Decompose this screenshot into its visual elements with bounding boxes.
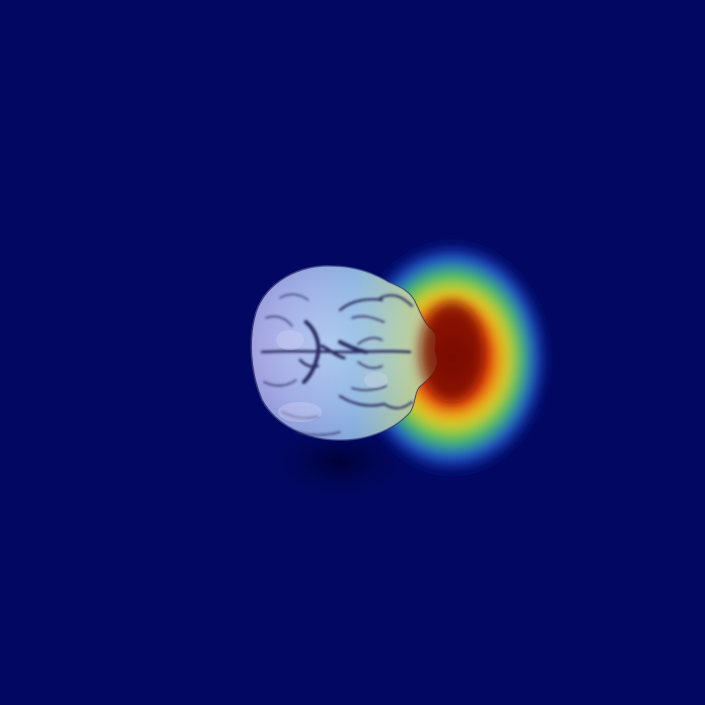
shadow-region — [260, 420, 420, 504]
heatmap-core — [420, 302, 484, 402]
brain-slice — [250, 265, 438, 441]
